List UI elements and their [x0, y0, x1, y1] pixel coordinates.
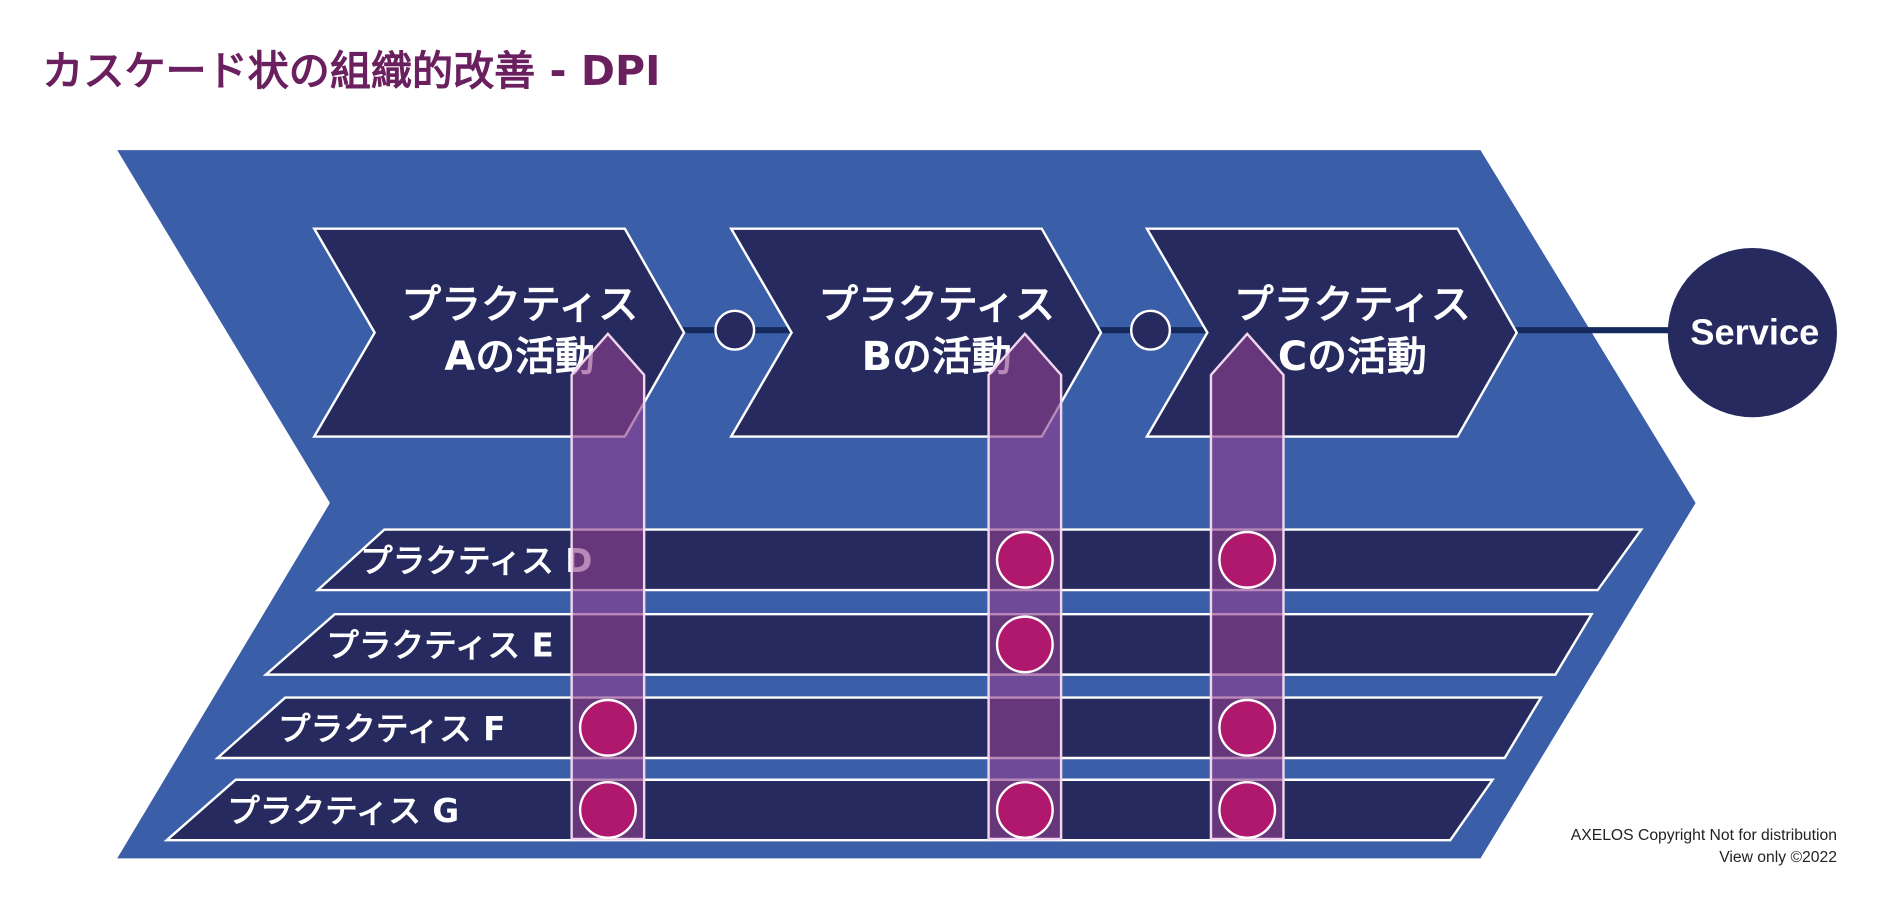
involvement-dot: [1218, 530, 1277, 589]
practice-row: プラクティス F: [214, 696, 1544, 760]
practice-row: プラクティス E: [262, 612, 1594, 676]
activity-chevrons: プラクティス Aの活動 プラクティス Bの活動 プラクティス Cの活動: [312, 227, 1519, 438]
practice-row: プラクティス D: [314, 528, 1644, 592]
service-label: Service: [1690, 312, 1819, 353]
activity-label-line1: プラクティス: [818, 282, 1055, 328]
practice-rows: プラクティス D プラクティス E プラクティス F プラクティス G: [163, 528, 1644, 842]
practice-row: プラクティス G: [163, 778, 1495, 842]
practice-row-label: プラクティス G: [227, 792, 459, 830]
involvement-dot: [578, 780, 637, 839]
activity-label-line2: Bの活動: [862, 334, 1012, 380]
involvement-dot: [578, 698, 637, 757]
involvement-dot: [995, 530, 1054, 589]
practice-row-label: プラクティス D: [360, 542, 592, 580]
involvement-dots: [578, 530, 1277, 839]
page-title: カスケード状の組織的改善 - DPI: [42, 47, 660, 95]
service-node: Service: [1667, 248, 1837, 418]
involvement-dot: [1218, 780, 1277, 839]
activity-label-line2: Cの活動: [1278, 334, 1427, 380]
cascade-arrow: [570, 331, 646, 841]
flow-node: [1129, 309, 1172, 351]
flow-node: [714, 309, 756, 351]
involvement-dot: [995, 615, 1054, 674]
practice-row-label: プラクティス F: [278, 710, 505, 748]
involvement-dot: [995, 780, 1054, 839]
practice-row-shape: [163, 778, 1495, 842]
activity-label-line2: Aの活動: [444, 334, 595, 380]
involvement-dot: [1218, 698, 1277, 757]
copyright-line-2: View only ©2022: [1719, 849, 1837, 866]
practice-row-label: プラクティス E: [326, 626, 553, 664]
activity-label-line1: プラクティス: [1234, 282, 1471, 328]
copyright-line-1: AXELOS Copyright Not for distribution: [1571, 827, 1837, 844]
activity-label-line1: プラクティス: [401, 282, 638, 328]
